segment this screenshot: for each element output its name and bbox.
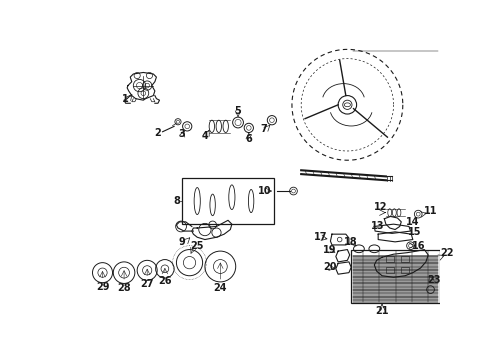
Text: 12: 12: [374, 202, 387, 212]
Text: 20: 20: [323, 261, 337, 271]
Text: 15: 15: [408, 227, 421, 237]
Text: 27: 27: [141, 279, 154, 289]
Text: 4: 4: [201, 131, 208, 141]
Text: 5: 5: [235, 106, 242, 116]
Bar: [386, 267, 393, 274]
Bar: [401, 267, 409, 274]
Text: 29: 29: [96, 282, 109, 292]
Text: 28: 28: [117, 283, 131, 293]
Text: 13: 13: [371, 221, 385, 231]
Text: 17: 17: [314, 232, 327, 242]
Text: 14: 14: [406, 217, 419, 227]
Text: 10: 10: [257, 186, 271, 196]
Text: 24: 24: [214, 283, 227, 293]
Text: 26: 26: [158, 276, 172, 286]
Text: 7: 7: [261, 125, 268, 134]
Text: 16: 16: [412, 241, 425, 251]
Text: 3: 3: [178, 129, 185, 139]
Bar: [182, 178, 274, 224]
Text: 2: 2: [154, 127, 161, 138]
Text: 21: 21: [375, 306, 389, 316]
Text: 1: 1: [122, 94, 129, 104]
Text: 18: 18: [344, 237, 358, 247]
Bar: [401, 256, 409, 262]
Text: 22: 22: [441, 248, 454, 258]
Bar: [386, 256, 393, 262]
Text: 11: 11: [424, 206, 437, 216]
Text: 19: 19: [323, 244, 337, 255]
Text: 23: 23: [427, 275, 441, 285]
Bar: [351, 249, 440, 303]
Text: 9: 9: [178, 237, 185, 247]
Text: 25: 25: [191, 241, 204, 251]
Text: 8: 8: [173, 196, 180, 206]
Text: 6: 6: [245, 134, 252, 144]
